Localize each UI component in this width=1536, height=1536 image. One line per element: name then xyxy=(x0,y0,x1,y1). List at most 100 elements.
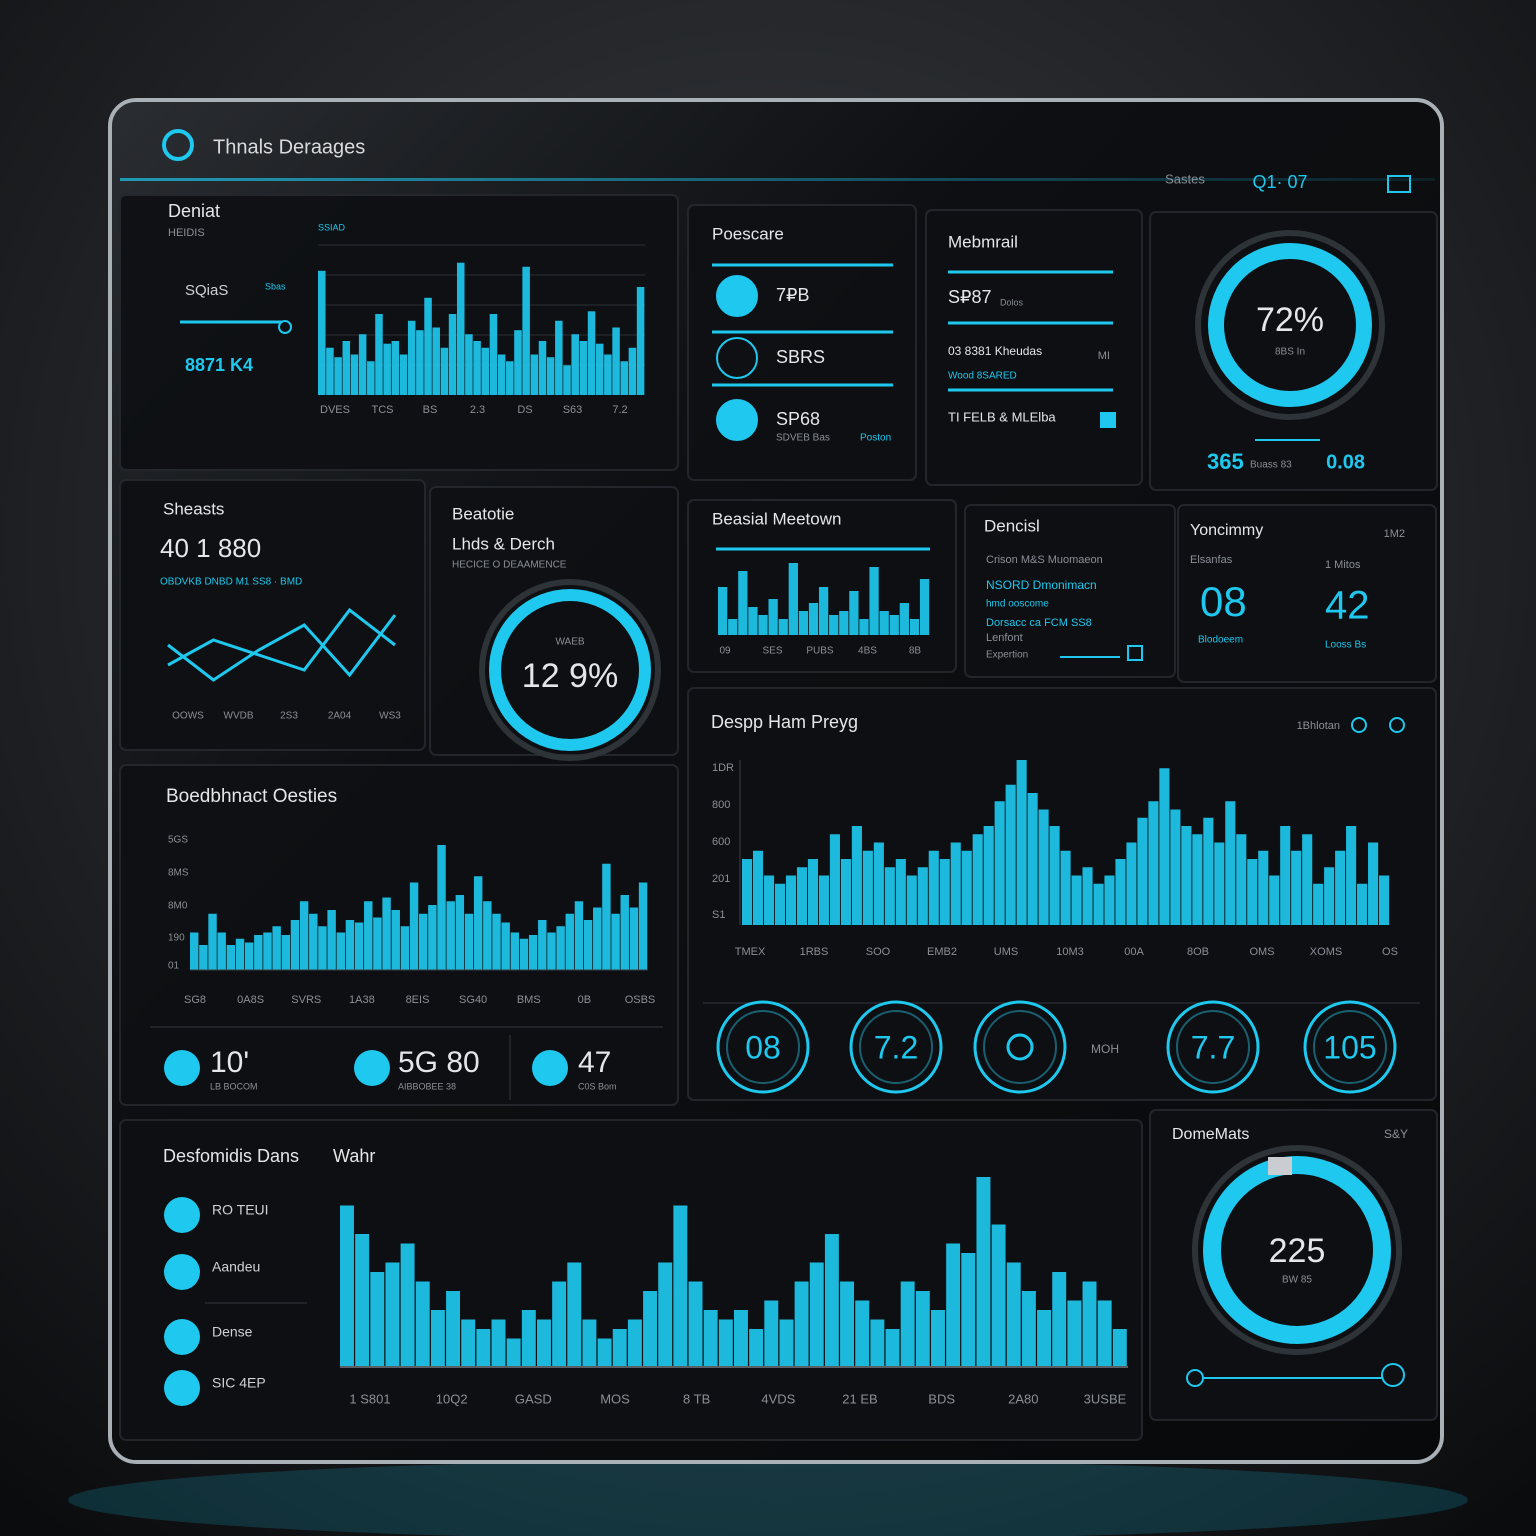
bar xyxy=(658,1262,673,1367)
bar xyxy=(1016,760,1027,925)
bar xyxy=(611,913,620,970)
bar xyxy=(587,311,596,395)
bar xyxy=(565,913,574,970)
bar xyxy=(931,1310,945,1367)
bar xyxy=(636,287,645,395)
bar xyxy=(370,1272,385,1367)
bar xyxy=(895,859,906,925)
bar xyxy=(491,1319,506,1367)
x-labels-item: 2A80 xyxy=(1008,1391,1038,1406)
bar xyxy=(464,913,474,970)
sub: 8BS In xyxy=(1275,347,1305,358)
lines-item: NSORD Dmonimacn xyxy=(986,578,1097,592)
bar xyxy=(961,850,972,925)
bar xyxy=(748,607,758,635)
bar xyxy=(334,357,342,395)
bar xyxy=(879,611,889,635)
bar xyxy=(563,365,571,395)
x-labels-item: 10Q2 xyxy=(436,1391,468,1406)
x-labels-item: MOS xyxy=(600,1391,630,1406)
bar xyxy=(703,1310,718,1367)
x-labels-item: 7.2 xyxy=(612,404,627,416)
bar xyxy=(1280,826,1291,925)
bar xyxy=(807,859,819,925)
bar xyxy=(552,1281,567,1367)
x-labels-item: 10M3 xyxy=(1056,946,1084,958)
bar xyxy=(779,1319,794,1367)
lines-item: Dorsacc ca FCM SS8 xyxy=(986,617,1092,629)
slider-knob xyxy=(1186,1369,1204,1387)
bar xyxy=(199,945,208,970)
bar xyxy=(299,901,309,970)
y-labels-item: S1 xyxy=(712,909,725,921)
stats-item: 5G 80 xyxy=(398,1046,480,1079)
x-labels-item: 0B xyxy=(578,994,591,1006)
x-labels-item: 09 xyxy=(719,646,731,657)
bar xyxy=(506,1338,521,1367)
bar xyxy=(794,1281,809,1367)
bar xyxy=(1093,883,1104,925)
bar xyxy=(1137,817,1148,925)
stat-labels-item: C0S Bom xyxy=(578,1081,617,1091)
bar xyxy=(385,1262,400,1367)
title: Despp Ham Preyg xyxy=(711,712,858,732)
ring xyxy=(1208,243,1372,407)
bar xyxy=(869,567,879,635)
tag-icon xyxy=(1100,412,1116,428)
x-labels-item: UMS xyxy=(994,946,1018,958)
bar xyxy=(555,320,563,395)
bar xyxy=(424,297,432,395)
items-item: 7₽B xyxy=(776,285,809,305)
bar xyxy=(829,615,839,635)
bar xyxy=(917,867,928,925)
bar xyxy=(1126,842,1137,925)
bar xyxy=(1225,801,1236,925)
bar xyxy=(428,905,437,970)
stat-value: 8871 K4 xyxy=(185,355,253,375)
y-labels-item: 201 xyxy=(712,873,730,885)
bar xyxy=(340,1205,354,1367)
title: Sheasts xyxy=(163,499,224,518)
bar xyxy=(758,615,768,635)
panel xyxy=(925,209,1143,486)
gauges-item: 08 xyxy=(745,1029,781,1065)
value: 72% xyxy=(1256,301,1324,339)
bar xyxy=(473,341,481,395)
bar xyxy=(437,845,446,970)
title: DomeMats xyxy=(1172,1126,1249,1143)
lines-item: Lenfont xyxy=(986,632,1023,644)
bar xyxy=(571,334,579,395)
bar xyxy=(1082,1281,1097,1367)
stat-small: Sbas xyxy=(265,281,286,291)
bar xyxy=(778,619,788,635)
bar xyxy=(501,922,510,970)
bar xyxy=(1027,793,1038,925)
bar xyxy=(309,913,318,970)
title: Beasial Meetown xyxy=(712,509,841,528)
left-sub: Blodoeem xyxy=(1198,635,1243,646)
gauge-inner xyxy=(983,1010,1057,1084)
x-labels-item: SES xyxy=(762,646,782,657)
icon xyxy=(164,1370,200,1406)
bar xyxy=(1006,1262,1021,1367)
bar xyxy=(582,1319,597,1367)
bar xyxy=(859,619,869,635)
bar xyxy=(785,875,797,925)
right-sub: Looss Bs xyxy=(1325,640,1366,651)
bar xyxy=(620,361,628,395)
bar xyxy=(226,945,236,970)
bar xyxy=(506,361,514,395)
bar xyxy=(318,926,327,970)
bar xyxy=(1291,850,1302,925)
bar xyxy=(481,347,490,395)
x-labels-item: 8B xyxy=(909,646,922,657)
title: Mebmrail xyxy=(948,232,1018,251)
bar xyxy=(602,863,611,970)
title: Desfomidis Dans xyxy=(163,1146,299,1166)
bar xyxy=(358,334,367,395)
bar xyxy=(983,826,994,925)
ring-track xyxy=(479,579,661,761)
line-series xyxy=(167,614,397,682)
bar xyxy=(915,1291,930,1367)
